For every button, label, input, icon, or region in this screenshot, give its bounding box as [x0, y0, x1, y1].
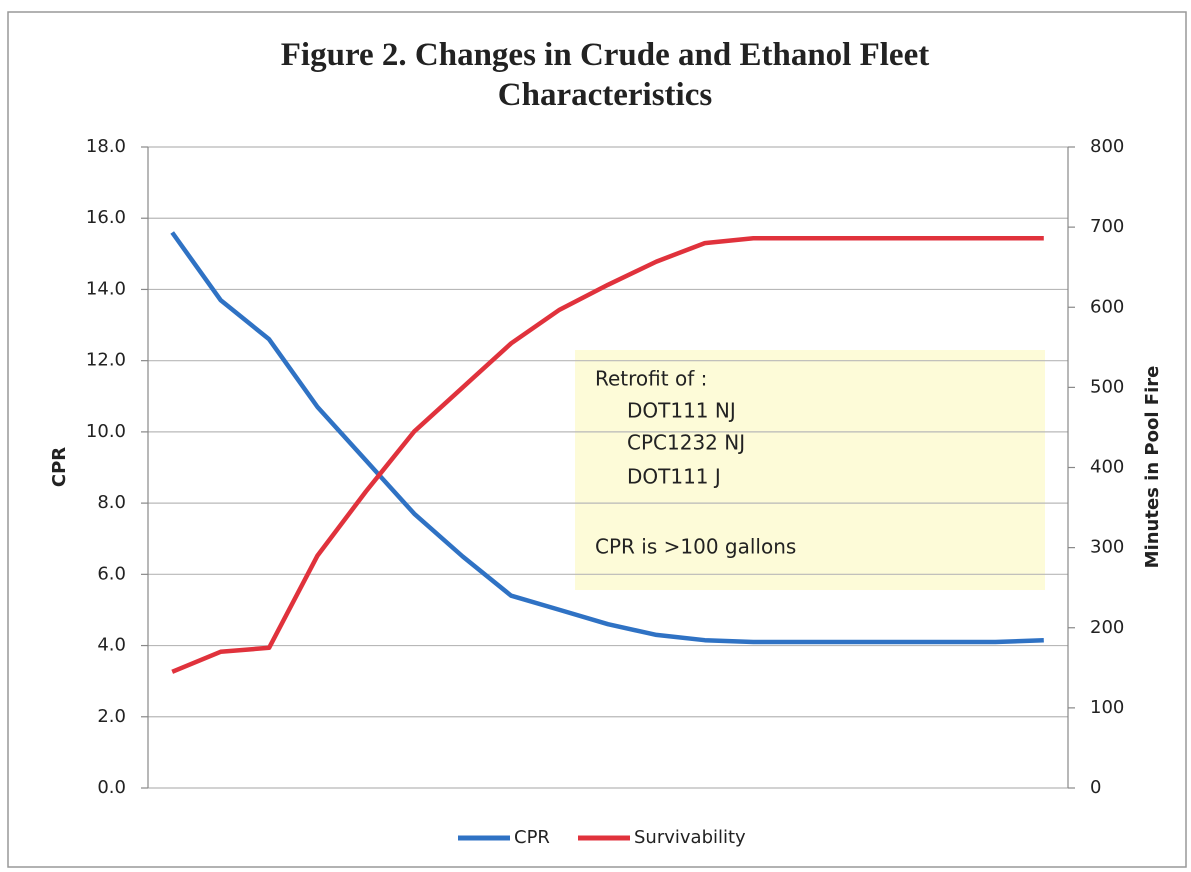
y-tick-label: 2.0: [97, 706, 126, 727]
y2-tick-label: 600: [1090, 296, 1124, 317]
y2-tick-label: 400: [1090, 457, 1124, 478]
title-line: Characteristics: [498, 77, 713, 113]
y-tick-label: 8.0: [97, 492, 126, 513]
y2-tick-label: 200: [1090, 617, 1124, 638]
y2-tick-label: 700: [1090, 216, 1124, 237]
annotation: Retrofit of : DOT111 NJ CPC1232 NJ DOT111 J…: [595, 367, 796, 559]
y2-tick-label: 0: [1090, 777, 1101, 798]
annotation-line: Retrofit of :: [595, 367, 707, 391]
y-tick-label: 6.0: [97, 563, 126, 584]
series-line: [171, 236, 1044, 674]
annotation-line: DOT111 NJ: [627, 399, 736, 423]
legend-label: CPR: [514, 827, 550, 848]
series-line: [170, 231, 1044, 645]
y2-axis-label: Minutes in Pool Fire: [1142, 366, 1163, 569]
y2-tick-label: 800: [1090, 136, 1124, 157]
y-tick-label: 14.0: [86, 278, 126, 299]
annotation-line: CPR is >100 gallons: [595, 535, 796, 559]
legend-label: Survivability: [634, 827, 746, 848]
chart-title: Figure 2. Changes in Crude and Ethanol F…: [281, 37, 929, 113]
y-tick-label: 16.0: [86, 207, 126, 228]
title-line: Figure 2. Changes in Crude and Ethanol F…: [281, 37, 929, 73]
y2-tick-label: 500: [1090, 376, 1124, 397]
y-axis-label: CPR: [49, 447, 70, 487]
y2-tick-label: 100: [1090, 697, 1124, 718]
y-tick-label: 18.0: [86, 136, 126, 157]
y2-tick-label: 300: [1090, 537, 1124, 558]
annotation-box: [575, 350, 1045, 590]
y-tick-label: 12.0: [86, 350, 126, 371]
annotation-line: CPC1232 NJ: [627, 431, 745, 455]
y-tick-label: 4.0: [97, 635, 126, 656]
annotation-line: DOT111 J: [627, 465, 721, 489]
y-tick-label: 0.0: [97, 777, 126, 798]
y-tick-label: 10.0: [86, 421, 126, 442]
